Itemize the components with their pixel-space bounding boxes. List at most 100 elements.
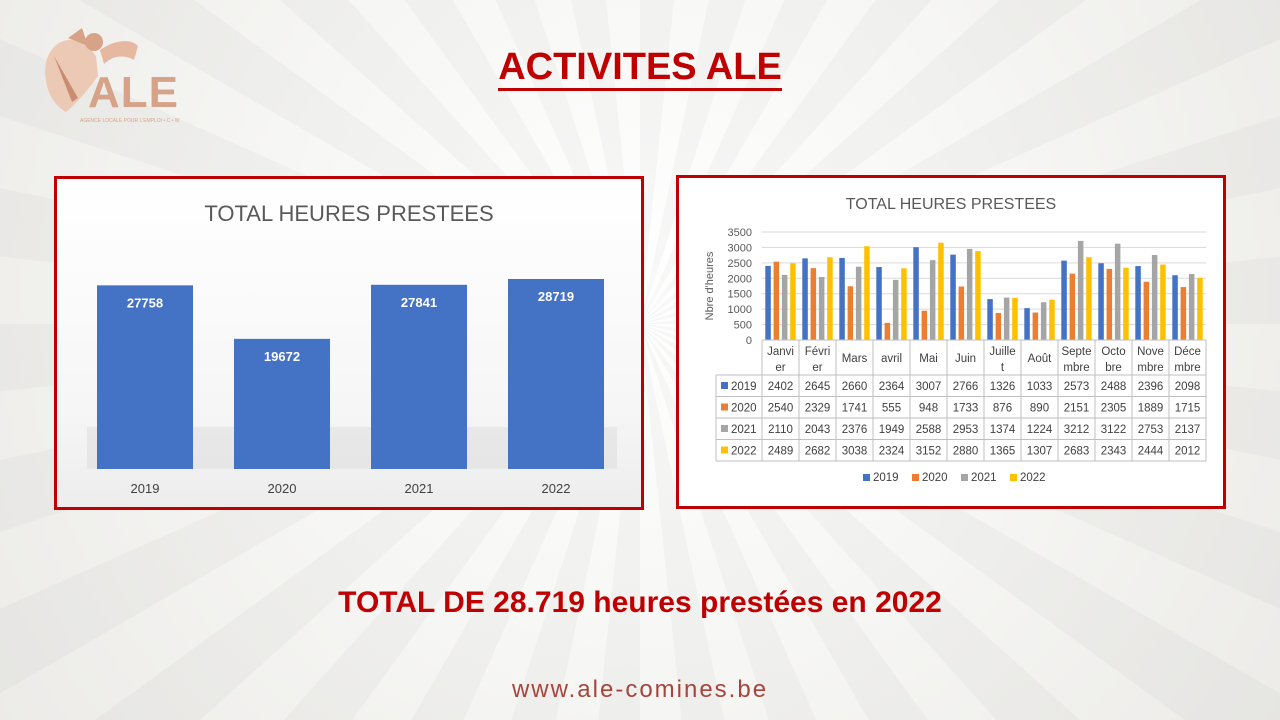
- bar-2021-Septembre: [1077, 240, 1084, 340]
- bar-2020-avril: [884, 322, 891, 340]
- table-cell: 1889: [1138, 403, 1164, 415]
- yearly-total-bar-chart: 27758 2019 19672 2020 27841 2021 28719 2022: [87, 279, 617, 496]
- table-cell: 3007: [916, 381, 942, 393]
- bar-2022-Février: [827, 257, 833, 340]
- page-title-wrap: ACTIVITES ALE: [0, 46, 1280, 91]
- bar-2019-Mars: [839, 257, 845, 340]
- category-label: avril: [881, 353, 902, 365]
- y-tick-label: 2500: [728, 258, 752, 270]
- table-cell: 2098: [1175, 381, 1201, 393]
- table-cell: 2683: [1064, 446, 1090, 458]
- table-cell: 876: [993, 403, 1012, 415]
- page-title: ACTIVITES ALE: [498, 46, 782, 91]
- y-tick-label: 2000: [728, 273, 752, 285]
- x-tick-label: 2019: [131, 481, 160, 496]
- table-legend-key: [721, 425, 728, 432]
- ale-logo: ALE AGENCE LOCALE POUR L'EMPLOI • C • W: [38, 20, 193, 130]
- table-cell: 2444: [1138, 446, 1164, 458]
- bar-2020-Mai: [921, 310, 928, 340]
- legend-label: 2020: [922, 472, 948, 484]
- table-cell: 2682: [805, 446, 831, 458]
- table-row-label: 2019: [731, 381, 757, 393]
- table-legend-key: [721, 446, 728, 454]
- table-cell: 1033: [1027, 381, 1053, 393]
- table-cell: 2137: [1175, 424, 1201, 436]
- bar-2021-Juillet: [1003, 297, 1010, 340]
- bar-2022-Mars: [864, 246, 870, 340]
- table-cell: 2305: [1101, 403, 1127, 415]
- bar-2020-Septembre: [1069, 273, 1076, 340]
- table-row-label: 2022: [731, 446, 757, 458]
- category-label: Septe: [1061, 346, 1091, 358]
- category-label: Janvi: [767, 346, 794, 358]
- y-tick-label: 500: [734, 320, 752, 332]
- right-chart-title: TOTAL HEURES PRESTEES: [845, 196, 1057, 213]
- table-cell: 2110: [768, 424, 793, 436]
- x-tick-label: 2022: [542, 481, 571, 496]
- table-cell: 2364: [879, 381, 905, 393]
- bar-2019-Août: [1024, 308, 1030, 340]
- bar-2019-Novembre: [1135, 266, 1141, 340]
- category-label: Févri: [805, 346, 831, 358]
- bar-2019-Octobre: [1098, 263, 1104, 340]
- bar-2021-Juin: [966, 248, 973, 340]
- table-cell: 2766: [953, 381, 979, 393]
- bar-2020-Juin: [958, 286, 965, 340]
- bar-2022-avril: [901, 268, 907, 340]
- table-cell: 2488: [1101, 381, 1127, 393]
- bar-2021-avril: [892, 279, 899, 340]
- category-label: t: [1001, 362, 1005, 374]
- summary-total: TOTAL DE 28.719 heures prestées en 2022: [338, 586, 942, 619]
- bar-2022-Septembre: [1086, 257, 1092, 340]
- bar-2022: [508, 279, 604, 469]
- table-cell: 2376: [842, 424, 868, 436]
- table-cell: 3152: [916, 446, 942, 458]
- bar-2020-Janvier: [773, 261, 780, 340]
- bar-2021: [371, 284, 467, 469]
- table-cell: 555: [882, 403, 901, 415]
- y-tick-label: 1000: [728, 304, 752, 316]
- category-label: Octo: [1101, 346, 1125, 358]
- bar-2021-Août: [1040, 302, 1047, 340]
- legend-label: 2019: [873, 472, 899, 484]
- table-cell: 948: [919, 403, 938, 415]
- category-label: mbre: [1063, 362, 1089, 374]
- website-link[interactable]: www.ale-comines.be: [511, 676, 769, 703]
- x-tick-label: 2021: [405, 481, 434, 496]
- table-cell: 3212: [1064, 424, 1090, 436]
- bar-2021-Février: [818, 276, 825, 340]
- x-tick-label: 2020: [268, 481, 297, 496]
- bar-2022-Mai: [938, 242, 944, 340]
- y-axis-title: Nbre d'heures: [704, 251, 716, 320]
- bar-2022-Janvier: [790, 263, 796, 340]
- monthly-hours-bar-chart: Nbre d'heures 0 500 1000 1500 2000 2500 3000 350…: [704, 227, 1207, 484]
- table-cell: 2396: [1138, 381, 1164, 393]
- category-label: Mars: [842, 353, 868, 365]
- table-cell: 2489: [768, 446, 794, 458]
- legend-label: 2022: [1020, 472, 1046, 484]
- y-tick-label: 3500: [728, 227, 752, 239]
- category-label: Juin: [955, 353, 976, 365]
- bar-2020-Décembre: [1180, 287, 1187, 340]
- legend-swatch-2019: [863, 474, 870, 481]
- category-label: Déce: [1174, 346, 1201, 358]
- table-cell: 2660: [842, 381, 868, 393]
- table-cell: 2402: [768, 381, 794, 393]
- table-cell: 3122: [1101, 424, 1127, 436]
- bar-value-label: 19672: [264, 349, 300, 364]
- legend-swatch-2022: [1010, 474, 1017, 481]
- left-chart-title: TOTAL HEURES PRESTEES: [204, 201, 494, 226]
- bar-2019-Septembre: [1061, 260, 1067, 340]
- category-label: er: [812, 362, 822, 374]
- bar-value-label: 27758: [127, 295, 163, 310]
- bar-2021-Mars: [855, 266, 862, 340]
- bar-value-label: 27841: [401, 295, 437, 310]
- bar-2021-Octobre: [1114, 243, 1121, 340]
- table-cell: 1307: [1027, 446, 1053, 458]
- table-cell: 2753: [1138, 424, 1164, 436]
- table-cell: 2588: [916, 424, 942, 436]
- table-legend-key: [721, 403, 728, 411]
- bar-2021-Décembre: [1188, 274, 1195, 340]
- table-cell: 2953: [953, 424, 979, 436]
- bar-2020-Mars: [847, 286, 854, 340]
